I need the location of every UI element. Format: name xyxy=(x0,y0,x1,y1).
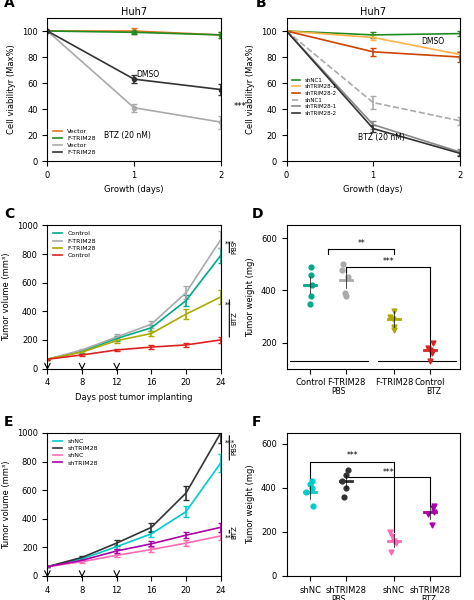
Point xyxy=(386,527,394,537)
Point xyxy=(344,466,352,475)
Text: DMSO: DMSO xyxy=(421,37,444,46)
X-axis label: Growth (days): Growth (days) xyxy=(343,185,403,194)
Point xyxy=(341,288,348,298)
Text: BTZ: BTZ xyxy=(426,387,441,396)
Point xyxy=(309,501,317,511)
Legend: Vector, F-TRIM28, Vector, F-TRIM28: Vector, F-TRIM28, Vector, F-TRIM28 xyxy=(51,126,99,158)
Point xyxy=(344,272,352,282)
Text: PBS: PBS xyxy=(231,241,237,254)
Point xyxy=(430,508,438,517)
Point xyxy=(339,260,347,269)
Point xyxy=(390,322,397,332)
Text: ***: *** xyxy=(225,439,235,445)
Text: BTZ: BTZ xyxy=(421,595,436,600)
Text: **: ** xyxy=(225,302,232,308)
Title: Huh7: Huh7 xyxy=(360,7,386,17)
Point xyxy=(390,325,397,334)
Point xyxy=(391,307,398,316)
Text: ***: *** xyxy=(234,102,246,111)
Text: PBS: PBS xyxy=(231,442,237,455)
Point xyxy=(424,343,432,353)
Point xyxy=(428,348,436,358)
Point xyxy=(306,299,314,308)
Text: B: B xyxy=(255,0,266,10)
X-axis label: Days post tumor implanting: Days post tumor implanting xyxy=(75,393,193,402)
Text: **: ** xyxy=(357,239,365,248)
Text: ***: *** xyxy=(382,257,394,266)
Text: F: F xyxy=(252,415,261,429)
Point xyxy=(302,488,310,497)
Point xyxy=(430,501,438,511)
Title: Huh7: Huh7 xyxy=(121,7,147,17)
X-axis label: Growth (days): Growth (days) xyxy=(104,185,164,194)
Point xyxy=(428,521,436,530)
Point xyxy=(342,483,349,493)
Point xyxy=(342,470,350,479)
Point xyxy=(340,492,347,502)
Point xyxy=(309,483,316,493)
Text: C: C xyxy=(4,208,14,221)
Point xyxy=(429,338,437,347)
Legend: shNC, shTRIM28, shNC, shTRIM28: shNC, shTRIM28, shNC, shTRIM28 xyxy=(51,436,100,468)
Point xyxy=(426,346,434,355)
Text: PBS: PBS xyxy=(331,595,346,600)
Y-axis label: Tumor volume (mm³): Tumor volume (mm³) xyxy=(2,460,11,549)
Point xyxy=(342,291,349,301)
Point xyxy=(392,538,400,548)
Point xyxy=(386,312,394,322)
Text: A: A xyxy=(4,0,15,10)
Legend: Control, F-TRIM28, F-TRIM28, Control: Control, F-TRIM28, F-TRIM28, Control xyxy=(51,229,99,261)
Point xyxy=(427,356,434,365)
Point xyxy=(307,479,314,488)
Point xyxy=(309,280,316,290)
Text: E: E xyxy=(4,415,14,429)
Point xyxy=(424,509,431,519)
Point xyxy=(338,476,346,486)
Y-axis label: Cell viabilityr (Max%): Cell viabilityr (Max%) xyxy=(8,44,17,134)
Y-axis label: Cell viabilityr (Max%): Cell viabilityr (Max%) xyxy=(246,44,255,134)
Point xyxy=(391,536,398,545)
Point xyxy=(307,291,315,301)
Y-axis label: Tumor volume (mm³): Tumor volume (mm³) xyxy=(2,253,11,341)
Point xyxy=(387,547,395,557)
Text: BTZ: BTZ xyxy=(231,311,237,325)
Text: ***: *** xyxy=(225,535,235,541)
Point xyxy=(390,314,397,324)
Text: ***: *** xyxy=(382,468,394,477)
Point xyxy=(308,476,315,486)
Text: BTZ (20 nM): BTZ (20 nM) xyxy=(104,131,151,140)
Point xyxy=(388,532,396,541)
Point xyxy=(308,270,315,280)
Y-axis label: Tumor weight (mg): Tumor weight (mg) xyxy=(246,257,255,337)
Text: D: D xyxy=(252,208,264,221)
Text: BTZ (20 nM): BTZ (20 nM) xyxy=(357,133,404,142)
Text: ***: *** xyxy=(346,451,358,460)
Text: BTZ: BTZ xyxy=(231,525,237,539)
Point xyxy=(429,503,437,512)
Y-axis label: Tumor weight (mg): Tumor weight (mg) xyxy=(246,464,255,544)
Text: ***: *** xyxy=(225,241,235,247)
Text: PBS: PBS xyxy=(331,387,346,396)
Legend: shNC1, shTRIM28-1, shTRIM28-2, shNC1, shTRIM28-1, shTRIM28-2: shNC1, shTRIM28-1, shTRIM28-2, shNC1, sh… xyxy=(289,76,338,118)
Text: DMSO: DMSO xyxy=(136,70,159,79)
Point xyxy=(338,265,346,274)
Point xyxy=(307,262,315,272)
